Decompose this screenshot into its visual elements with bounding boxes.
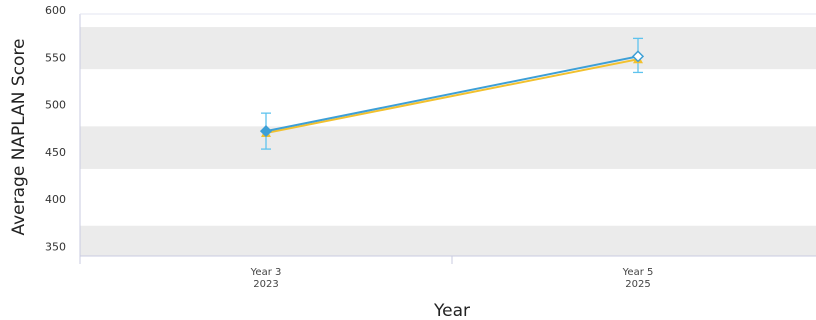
- series-line: [265, 55, 639, 133]
- y-tick-label: 550: [45, 51, 66, 64]
- axes: [79, 13, 816, 264]
- x-tick-label-line1: Year 3: [250, 267, 282, 278]
- x-tick-label-line2: 2025: [625, 279, 650, 290]
- diamond-marker: [259, 125, 273, 138]
- series-line: [265, 58, 639, 134]
- diamond-marker: [631, 50, 645, 63]
- y-tick-label: 600: [45, 4, 66, 17]
- grid-band: [80, 225, 816, 256]
- grid-bands: [80, 27, 816, 256]
- grid-band: [80, 27, 816, 70]
- x-tick-label-line1: Year 5: [622, 267, 654, 278]
- grid-band: [80, 126, 816, 169]
- series-group: [259, 37, 645, 150]
- y-axis-title: Average NAPLAN Score: [9, 38, 29, 235]
- x-axis-title: Year: [433, 301, 470, 320]
- y-tick-label: 400: [45, 193, 66, 206]
- y-tick-label: 450: [45, 146, 66, 159]
- y-axis-ticks: 350 400 450 500 550 600: [45, 4, 66, 254]
- x-tick-label-line2: 2023: [253, 279, 278, 290]
- y-tick-label: 350: [45, 241, 66, 254]
- y-tick-label: 500: [45, 99, 66, 112]
